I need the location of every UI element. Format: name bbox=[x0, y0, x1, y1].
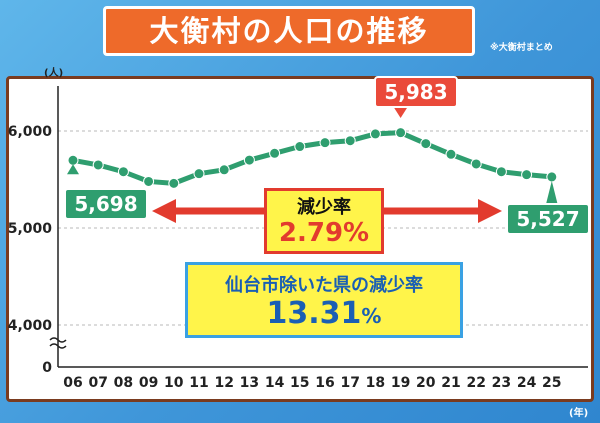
y-tick-label: 6,000 bbox=[8, 124, 53, 140]
x-tick-label: 24 bbox=[517, 375, 537, 391]
x-tick-label: 12 bbox=[214, 375, 233, 391]
start-callout-pointer bbox=[67, 164, 79, 175]
data-point bbox=[168, 177, 180, 189]
data-point bbox=[67, 154, 79, 166]
data-point bbox=[143, 175, 155, 187]
data-point bbox=[92, 159, 104, 171]
data-point bbox=[294, 141, 306, 153]
data-point bbox=[420, 138, 432, 150]
x-tick-label: 14 bbox=[265, 375, 285, 391]
data-point bbox=[193, 168, 205, 180]
end-callout-pointer bbox=[545, 180, 558, 205]
prefecture-rate-value: 13.31% bbox=[266, 296, 382, 331]
decline-arrowhead-left bbox=[152, 199, 176, 223]
x-tick-label: 17 bbox=[340, 375, 359, 391]
data-point bbox=[269, 147, 281, 159]
x-tick-label: 11 bbox=[189, 375, 208, 391]
data-point bbox=[470, 158, 482, 170]
source-note: ※大衡村まとめ bbox=[490, 43, 553, 53]
prefecture-rate-label: 仙台市除いた県の減少率 bbox=[225, 275, 423, 296]
x-tick-label: 15 bbox=[290, 375, 309, 391]
x-tick-label: 25 bbox=[542, 375, 561, 391]
x-tick-label: 20 bbox=[416, 375, 436, 391]
data-point bbox=[495, 166, 507, 178]
peak-callout-pointer bbox=[393, 107, 408, 118]
x-tick-label: 18 bbox=[366, 375, 385, 391]
decline-rate-box: 減少率 2.79% bbox=[264, 188, 384, 254]
x-axis-unit: (年) bbox=[569, 408, 589, 419]
data-point bbox=[319, 137, 331, 149]
data-point bbox=[218, 164, 230, 176]
data-point bbox=[445, 148, 457, 160]
data-point bbox=[243, 154, 255, 166]
data-point bbox=[344, 135, 356, 147]
end-value-callout: 5,527 bbox=[506, 203, 590, 235]
data-point bbox=[521, 169, 533, 181]
y-axis-unit: (人) bbox=[44, 68, 64, 79]
axis-break-mark bbox=[49, 343, 67, 349]
x-tick-label: 16 bbox=[315, 375, 334, 391]
y-tick-label: 5,000 bbox=[8, 221, 53, 237]
x-tick-label: 06 bbox=[63, 375, 82, 391]
population-line bbox=[72, 130, 553, 186]
data-point bbox=[546, 171, 558, 183]
x-tick-label: 22 bbox=[466, 375, 485, 391]
prefecture-rate-box: 仙台市除いた県の減少率 13.31% bbox=[185, 262, 463, 338]
x-tick-label: 09 bbox=[139, 375, 158, 391]
x-tick-label: 07 bbox=[88, 375, 107, 391]
data-point bbox=[395, 127, 407, 139]
axis-break-mark bbox=[49, 337, 67, 343]
data-point bbox=[117, 166, 129, 178]
data-point bbox=[369, 128, 381, 140]
decline-arrowhead-right bbox=[478, 199, 502, 223]
decline-rate-label: 減少率 bbox=[297, 197, 351, 218]
x-tick-label: 19 bbox=[391, 375, 410, 391]
start-value-callout: 5,698 bbox=[64, 188, 148, 220]
x-tick-label: 10 bbox=[164, 375, 184, 391]
x-tick-label: 08 bbox=[114, 375, 133, 391]
x-tick-label: 21 bbox=[441, 375, 460, 391]
x-tick-label: 23 bbox=[492, 375, 511, 391]
x-tick-label: 13 bbox=[240, 375, 259, 391]
peak-value-callout: 5,983 bbox=[374, 76, 458, 108]
y-tick-label: 4,000 bbox=[8, 318, 53, 334]
y-tick-label: 0 bbox=[42, 360, 52, 376]
decline-rate-value: 2.79% bbox=[278, 218, 370, 248]
chart-title: 大衡村の人口の推移 bbox=[103, 6, 475, 56]
